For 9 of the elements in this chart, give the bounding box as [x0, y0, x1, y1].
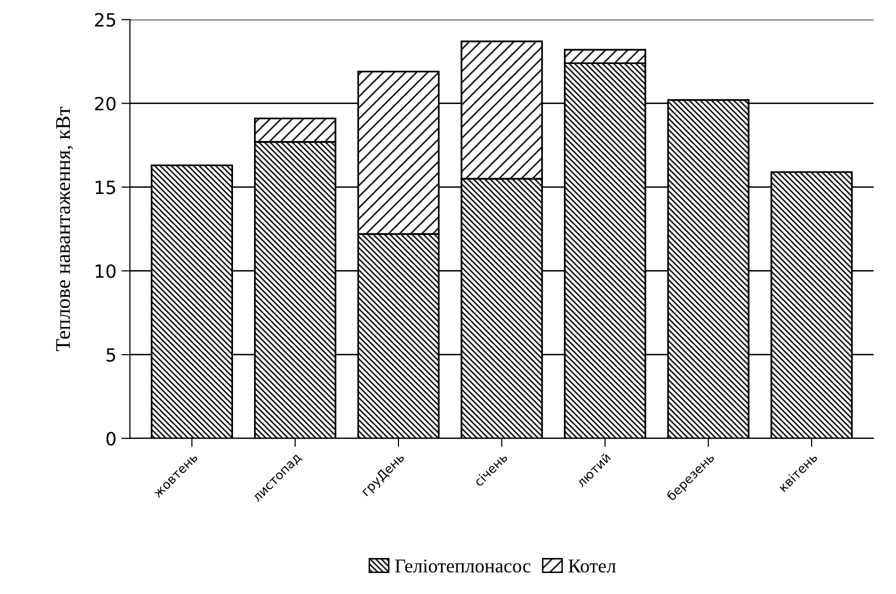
y-tick-label: 25 [95, 13, 116, 27]
y-tick-label: 0 [106, 432, 116, 446]
y-axis-title: Теплове навантаження, кВт [56, 106, 74, 352]
y-tick-label: 10 [96, 264, 116, 278]
legend-label: Геліотеплонасос [395, 559, 530, 573]
y-tick-label: 20 [95, 96, 116, 110]
y-tick-label: 5 [106, 348, 116, 362]
legend-label: Котел [568, 560, 616, 573]
y-tick-label: 15 [96, 180, 116, 194]
